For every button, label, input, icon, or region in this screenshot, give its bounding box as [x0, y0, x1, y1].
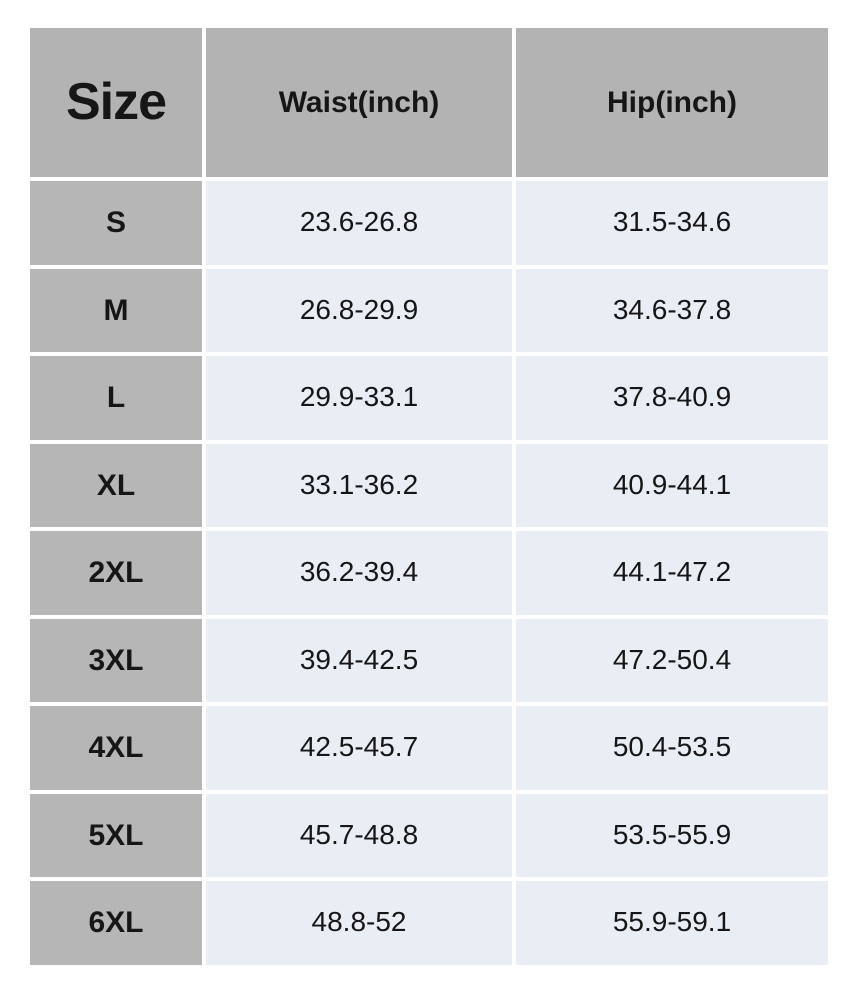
hip-value-cell: 47.2-50.4 — [516, 618, 828, 702]
size-label-cell: 6XL — [30, 881, 202, 965]
size-label-cell: XL — [30, 443, 202, 527]
hip-value-cell: 53.5-55.9 — [516, 793, 828, 877]
waist-value-cell: 39.4-42.5 — [206, 618, 512, 702]
waist-value-cell: 48.8-52 — [206, 881, 512, 965]
waist-value-cell: 42.5-45.7 — [206, 706, 512, 790]
waist-value-cell: 23.6-26.8 — [206, 181, 512, 265]
size-label-cell: L — [30, 356, 202, 440]
waist-value-cell: 36.2-39.4 — [206, 531, 512, 615]
size-label-cell: 4XL — [30, 706, 202, 790]
hip-value-cell: 34.6-37.8 — [516, 268, 828, 352]
header-cell-waist: Waist(inch) — [206, 28, 512, 177]
size-label-cell: 3XL — [30, 618, 202, 702]
hip-value-cell: 37.8-40.9 — [516, 356, 828, 440]
hip-value-cell: 40.9-44.1 — [516, 443, 828, 527]
hip-value-cell: 31.5-34.6 — [516, 181, 828, 265]
header-cell-size: Size — [30, 28, 202, 177]
waist-value-cell: 45.7-48.8 — [206, 793, 512, 877]
hip-value-cell: 44.1-47.2 — [516, 531, 828, 615]
size-chart-table: Size Waist(inch) Hip(inch) S 23.6-26.8 3… — [30, 28, 828, 965]
header-cell-hip: Hip(inch) — [516, 28, 828, 177]
waist-value-cell: 26.8-29.9 — [206, 268, 512, 352]
hip-value-cell: 55.9-59.1 — [516, 881, 828, 965]
waist-value-cell: 33.1-36.2 — [206, 443, 512, 527]
hip-value-cell: 50.4-53.5 — [516, 706, 828, 790]
size-label-cell: 2XL — [30, 531, 202, 615]
waist-value-cell: 29.9-33.1 — [206, 356, 512, 440]
size-label-cell: S — [30, 181, 202, 265]
size-label-cell: M — [30, 268, 202, 352]
size-label-cell: 5XL — [30, 793, 202, 877]
